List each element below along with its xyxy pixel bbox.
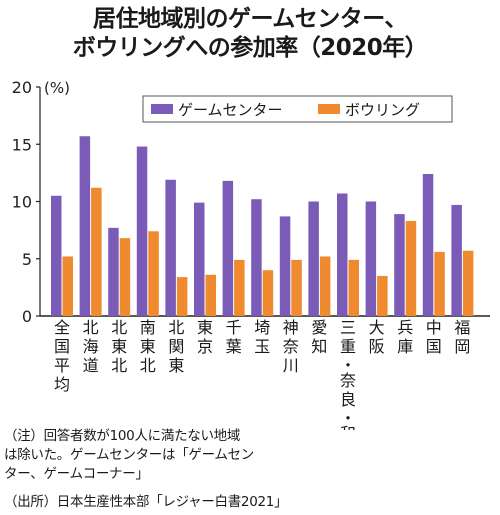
bar-bowling-6 (234, 259, 245, 316)
x-category-label-8: 奈 (283, 337, 299, 356)
bar-bowling-1 (91, 187, 102, 316)
x-category-label-1: 道 (83, 356, 99, 375)
bar-game-center-11 (365, 201, 377, 316)
note-line-3: ター、ゲームコーナー」 (4, 466, 149, 482)
x-category-label-2: 北 (111, 356, 127, 375)
legend-label-0: ゲームセンター (178, 101, 283, 119)
x-category-label-10: 奈 (340, 371, 356, 390)
x-category-label-0: 国 (54, 337, 70, 356)
bar-game-center-13 (422, 174, 434, 316)
legend-box (142, 95, 453, 123)
legend-swatch-0 (151, 104, 173, 114)
bar-bowling-12 (405, 220, 417, 316)
bar-game-center-3 (136, 146, 148, 316)
bar-bowling-4 (176, 277, 188, 316)
x-category-label-4: 東 (168, 356, 184, 375)
x-category-label-3: 南 (140, 318, 156, 337)
bar-game-center-1 (79, 136, 91, 316)
bar-game-center-7 (251, 199, 262, 316)
bar-bowling-11 (377, 275, 388, 316)
x-category-label-1: 北 (83, 318, 99, 337)
bar-game-center-6 (222, 180, 234, 316)
x-category-label-7: 玉 (254, 337, 270, 356)
bar-game-center-0 (51, 195, 62, 316)
bar-bowling-2 (119, 238, 131, 316)
chart-title-line2: ボウリングへの参加率（2020年） (72, 35, 428, 61)
x-category-label-10: ・ (340, 356, 356, 375)
legend-label-1: ボウリング (345, 101, 420, 119)
y-tick-label: 0 (22, 307, 32, 326)
bar-game-center-9 (308, 201, 319, 316)
x-category-label-4: 関 (168, 337, 184, 356)
bar-bowling-8 (291, 259, 302, 316)
bar-game-center-2 (108, 227, 119, 316)
x-category-label-10: 三 (340, 318, 356, 337)
y-tick-label: 10 (12, 193, 32, 212)
x-category-label-0: 均 (54, 375, 70, 394)
note-line-1: （注）回答者数が100人に満たない地域 (4, 428, 241, 444)
x-category-label-9: 知 (311, 337, 327, 356)
bar-game-center-4 (165, 179, 176, 316)
bar-bowling-9 (319, 256, 331, 316)
y-tick-label: 20 (12, 78, 32, 97)
bar-bowling-13 (434, 251, 445, 316)
x-category-label-7: 埼 (254, 318, 270, 337)
bar-bowling-14 (462, 250, 474, 316)
x-category-label-0: 平 (54, 356, 70, 375)
x-category-label-13: 国 (426, 337, 442, 356)
note-line-2: は除いた。ゲームセンターは「ゲームセン (4, 447, 254, 463)
x-category-label-13: 中 (426, 318, 442, 337)
x-category-label-8: 神 (283, 318, 299, 337)
bar-bowling-5 (205, 274, 216, 316)
x-category-label-5: 東 (197, 318, 213, 337)
x-category-label-14: 福 (454, 318, 470, 337)
x-category-label-10: ・ (340, 409, 356, 428)
x-category-label-10: 重 (340, 337, 356, 356)
x-category-label-6: 千 (226, 318, 242, 337)
x-category-label-2: 北 (111, 318, 127, 337)
y-tick-label: 15 (12, 135, 32, 154)
source-note: （出所）日本生産性本部「レジャー白書2021」 (4, 494, 288, 510)
chart-title-line1: 居住地域別のゲームセンター、 (92, 6, 408, 32)
x-category-label-11: 大 (369, 318, 385, 337)
x-category-label-0: 全 (54, 318, 70, 337)
y-tick-label: 5 (22, 250, 32, 269)
x-category-label-9: 愛 (311, 318, 327, 337)
x-category-label-2: 東 (111, 337, 127, 356)
x-category-label-4: 北 (168, 318, 184, 337)
x-category-label-1: 海 (83, 337, 99, 356)
bar-bowling-7 (262, 270, 274, 316)
legend-swatch-1 (318, 104, 340, 114)
bar-game-center-12 (394, 214, 405, 316)
x-category-label-10: 和 (340, 424, 356, 430)
x-category-label-6: 葉 (226, 337, 242, 356)
bar-game-center-5 (194, 202, 205, 316)
bar-bowling-10 (348, 259, 359, 316)
bar-game-center-14 (451, 204, 462, 316)
x-category-label-8: 川 (283, 356, 299, 375)
bar-bowling-3 (148, 231, 159, 316)
bar-bowling-0 (62, 256, 73, 316)
x-category-label-12: 兵 (397, 318, 413, 337)
x-category-label-3: 東 (140, 337, 156, 356)
x-category-label-11: 阪 (369, 337, 385, 356)
bar-game-center-10 (337, 193, 348, 316)
x-category-label-14: 岡 (454, 337, 470, 356)
x-category-label-12: 庫 (397, 337, 413, 356)
x-category-label-5: 京 (197, 337, 213, 356)
x-category-label-10: 良 (340, 390, 356, 409)
y-unit-label: (%) (44, 79, 70, 97)
x-category-label-3: 北 (140, 356, 156, 375)
bar-game-center-8 (279, 216, 291, 316)
